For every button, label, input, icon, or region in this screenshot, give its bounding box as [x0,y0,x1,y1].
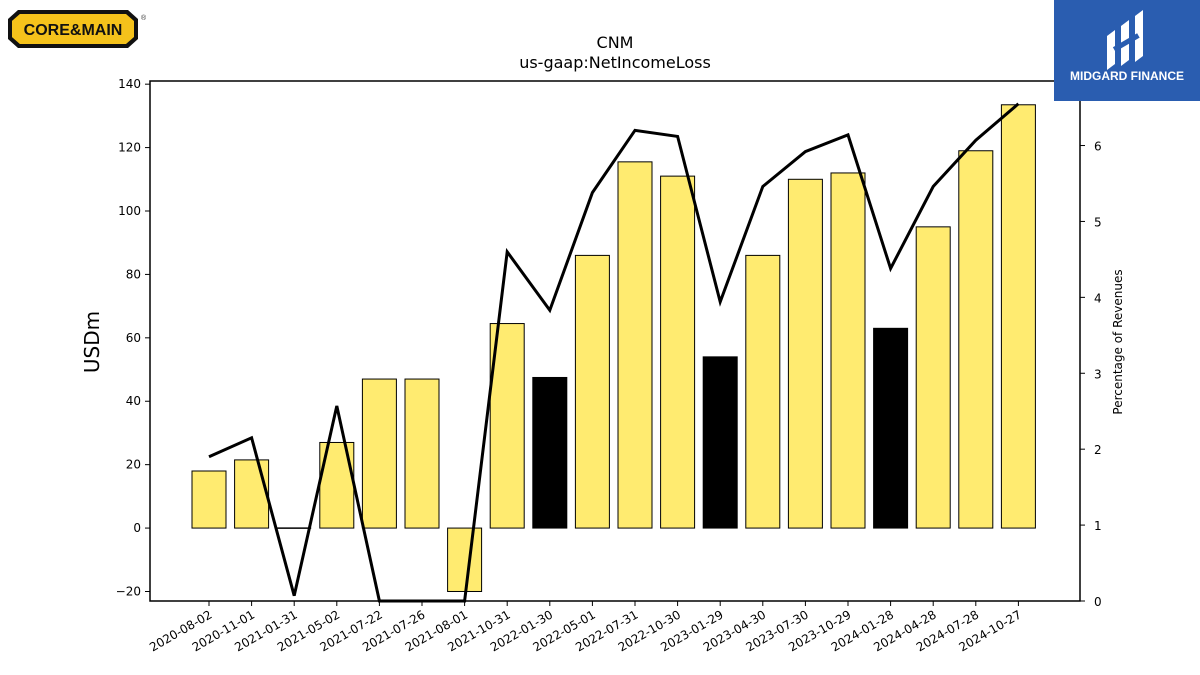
bars-layer [191,104,1036,592]
y-tick-label: 120 [118,141,141,155]
logo-left-registered: ® [141,14,146,22]
series-line [208,102,1020,603]
y2-tick-label: 4 [1094,291,1102,305]
bar [745,254,781,529]
bar [1000,104,1036,529]
logo-right-text: MIDGARD FINANCE [1070,69,1184,83]
bar [447,527,483,592]
y-tick-label: 80 [126,267,141,281]
chart-title: CNM [597,33,634,52]
y2-tick-label: 5 [1094,215,1102,229]
y2-tick-label: 0 [1094,595,1102,609]
bar [191,470,227,529]
bar [958,150,994,529]
bar [234,459,270,529]
bar [404,378,440,529]
midgard-finance-logo: MIDGARD FINANCE [1054,0,1200,101]
bar [873,327,909,529]
y-axis-title: USDm [80,311,104,373]
y-tick-label: 140 [118,77,141,91]
bar [617,161,653,529]
logo-left-text: CORE&MAIN [24,22,123,39]
bar [489,323,525,529]
y2-tick-label: 6 [1094,140,1102,154]
y-tick-label: −20 [116,584,141,598]
y-tick-label: 20 [126,458,141,472]
bar [830,172,866,529]
y-tick-label: 40 [126,394,141,408]
bar [787,178,823,529]
y2-axis-title: Percentage of Revenues [1111,269,1125,414]
core-and-main-logo: CORE&MAIN ® [8,10,146,48]
y-tick-label: 100 [118,204,141,218]
plot-frame [149,80,1081,602]
bar [532,376,568,529]
bar [361,378,397,529]
bar [660,175,696,529]
y2-tick-label: 2 [1094,443,1102,457]
bar [702,356,738,529]
bar [574,254,610,529]
line-layer [208,102,1020,603]
y-tick-label: 60 [126,331,141,345]
y-tick-label: 0 [133,521,141,535]
y2-tick-label: 1 [1094,519,1102,533]
chart-subtitle: us-gaap:NetIncomeLoss [519,53,711,72]
y2-tick-label: 3 [1094,367,1102,381]
bar [915,226,951,529]
